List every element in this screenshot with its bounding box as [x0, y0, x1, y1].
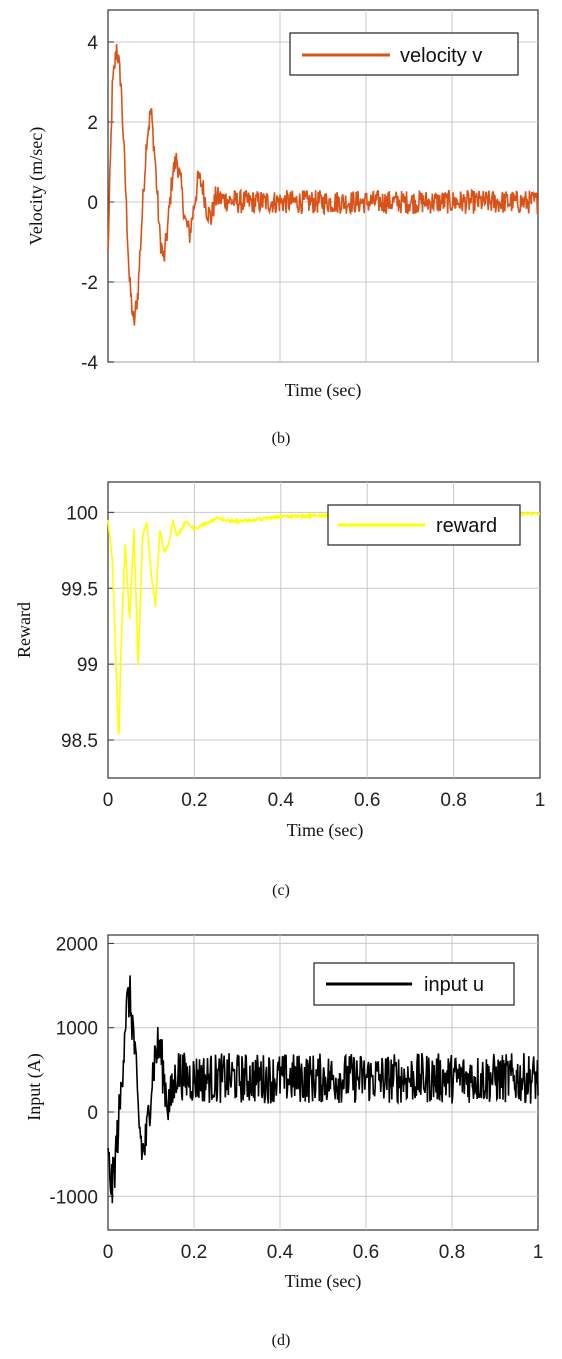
caption-c: (c) [272, 882, 290, 899]
x-tick-label: 0.2 [181, 790, 207, 811]
y-axis-label: Velocity (m/sec) [26, 127, 47, 245]
y-tick-label: 100 [66, 503, 98, 524]
x-tick-label: 0.6 [353, 1242, 379, 1263]
x-tick-labels: 0 0.2 0.4 0.6 0.8 1 [103, 790, 546, 811]
x-tick-label: 0 [103, 790, 114, 811]
y-tick-labels: 4 2 0 -2 -4 [81, 33, 98, 374]
x-tick-label: 1 [533, 1242, 544, 1263]
y-tick-labels: 100 99.5 99 98.5 [61, 503, 98, 752]
y-tick-label: 99 [77, 655, 98, 676]
x-tick-label: 0.2 [181, 1242, 207, 1263]
grid-lines [108, 482, 540, 778]
input-chart: 2000 1000 0 -1000 0 0.2 0.4 0.6 0.8 1 input u Ti… [24, 934, 544, 1292]
y-tick-label: 99.5 [61, 579, 98, 600]
y-tick-label: 2 [87, 113, 98, 134]
x-tick-label: 0.8 [440, 790, 466, 811]
y-tick-label: -4 [81, 353, 98, 374]
legend-label: input u [424, 974, 484, 996]
y-tick-label: 4 [87, 33, 98, 54]
y-tick-label: -1000 [49, 1187, 98, 1208]
x-tick-labels: 0 0.2 0.4 0.6 0.8 1 [103, 1242, 544, 1263]
x-tick-label: 1 [535, 790, 546, 811]
y-tick-label: 98.5 [61, 731, 98, 752]
series-lines [107, 975, 539, 1204]
x-axis-label: Time (sec) [285, 380, 362, 401]
y-axis-label: Input (A) [24, 1053, 45, 1120]
x-tick-label: 0.4 [268, 790, 295, 811]
x-tick-label: 0.6 [354, 790, 380, 811]
caption-b: (b) [271, 430, 291, 447]
input-chart-panel: 2000 1000 0 -1000 0 0.2 0.4 0.6 0.8 1 input u Ti… [0, 925, 562, 1325]
y-tick-label: 1000 [56, 1019, 98, 1040]
series-lines [107, 44, 539, 326]
y-tick-label: 0 [87, 193, 98, 214]
x-tick-label: 0.4 [267, 1242, 294, 1263]
y-axis-label: Reward [14, 602, 34, 658]
series-line-input-u [107, 975, 539, 1204]
x-tick-label: 0 [103, 1242, 114, 1263]
reward-chart-panel: 100 99.5 99 98.5 0 0.2 0.4 0.6 0.8 1 reward Time… [0, 472, 562, 872]
y-tick-labels: 2000 1000 0 -1000 [49, 934, 98, 1208]
reward-chart: 100 99.5 99 98.5 0 0.2 0.4 0.6 0.8 1 reward Time… [14, 481, 546, 841]
legend-label: velocity v [400, 45, 482, 67]
legend-label: reward [436, 515, 497, 537]
y-tick-label: 0 [87, 1103, 98, 1124]
y-tick-label: -2 [81, 273, 98, 294]
x-axis-label: Time (sec) [285, 1271, 362, 1292]
x-tick-label: 0.8 [439, 1242, 465, 1263]
x-axis-label: Time (sec) [287, 820, 364, 841]
caption-d: (d) [271, 1332, 291, 1349]
velocity-chart: 4 2 0 -2 -4 velocity v Time (sec) Velocity (… [26, 9, 539, 401]
y-tick-label: 2000 [56, 934, 98, 955]
series-line-velocity-v [107, 44, 539, 326]
legend: input u [313, 962, 515, 1006]
velocity-chart-panel: 4 2 0 -2 -4 velocity v Time (sec) Velocity (… [0, 0, 562, 420]
legend: reward [327, 504, 521, 546]
legend: velocity v [289, 32, 519, 76]
